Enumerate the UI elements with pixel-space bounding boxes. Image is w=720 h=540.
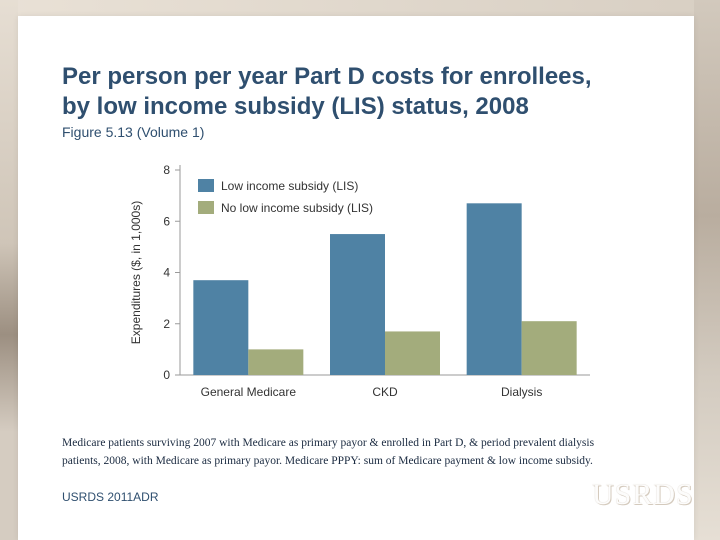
caption-line-1: Medicare patients surviving 2007 with Me…: [62, 437, 595, 449]
x-tick-label: CKD: [372, 385, 398, 399]
slide-title: Per person per year Part D costs for enr…: [62, 62, 702, 122]
y-axis-label: Expenditures ($, in 1,000s): [129, 201, 143, 344]
background-band-right: [694, 0, 720, 540]
y-tick-label: 8: [163, 163, 170, 177]
legend-label: Low income subsidy (LIS): [221, 179, 358, 193]
bar-no-lis-general-medicare: [248, 349, 304, 375]
x-tick-label: Dialysis: [501, 385, 542, 399]
bar-lis-dialysis: [466, 203, 522, 375]
legend-swatch: [198, 201, 214, 214]
bar-no-lis-dialysis: [521, 321, 577, 375]
bar-lis-general-medicare: [193, 280, 249, 375]
legend-label: No low income subsidy (LIS): [221, 201, 373, 215]
x-tick-label: General Medicare: [201, 385, 297, 399]
y-tick-label: 4: [163, 266, 170, 280]
slide-title-line-1: Per person per year Part D costs for enr…: [62, 63, 592, 90]
footer-source: USRDS 2011ADR: [62, 490, 159, 504]
bar-chart: 0 2 4 6 8 General Medicare CKD Dialysis Low in…: [129, 163, 590, 399]
y-tick-label: 2: [163, 317, 170, 331]
slide-title-line-2: by low income subsidy (LIS) status, 2008: [62, 93, 529, 120]
y-tick-label: 6: [163, 214, 170, 228]
chart-caption: Medicare patients surviving 2007 with Me…: [62, 434, 677, 470]
caption-line-2: patients, 2008, with Medicare as primary…: [62, 455, 593, 467]
y-tick-label: 0: [163, 368, 170, 382]
background-band-top: [0, 0, 720, 18]
figure-reference: Figure 5.13 (Volume 1): [62, 124, 205, 140]
legend-swatch: [198, 179, 214, 192]
bar-lis-ckd: [330, 234, 385, 375]
bar-no-lis-ckd: [385, 331, 440, 375]
background-band-left: [0, 0, 18, 540]
usrds-logo: USRDS: [592, 478, 694, 511]
